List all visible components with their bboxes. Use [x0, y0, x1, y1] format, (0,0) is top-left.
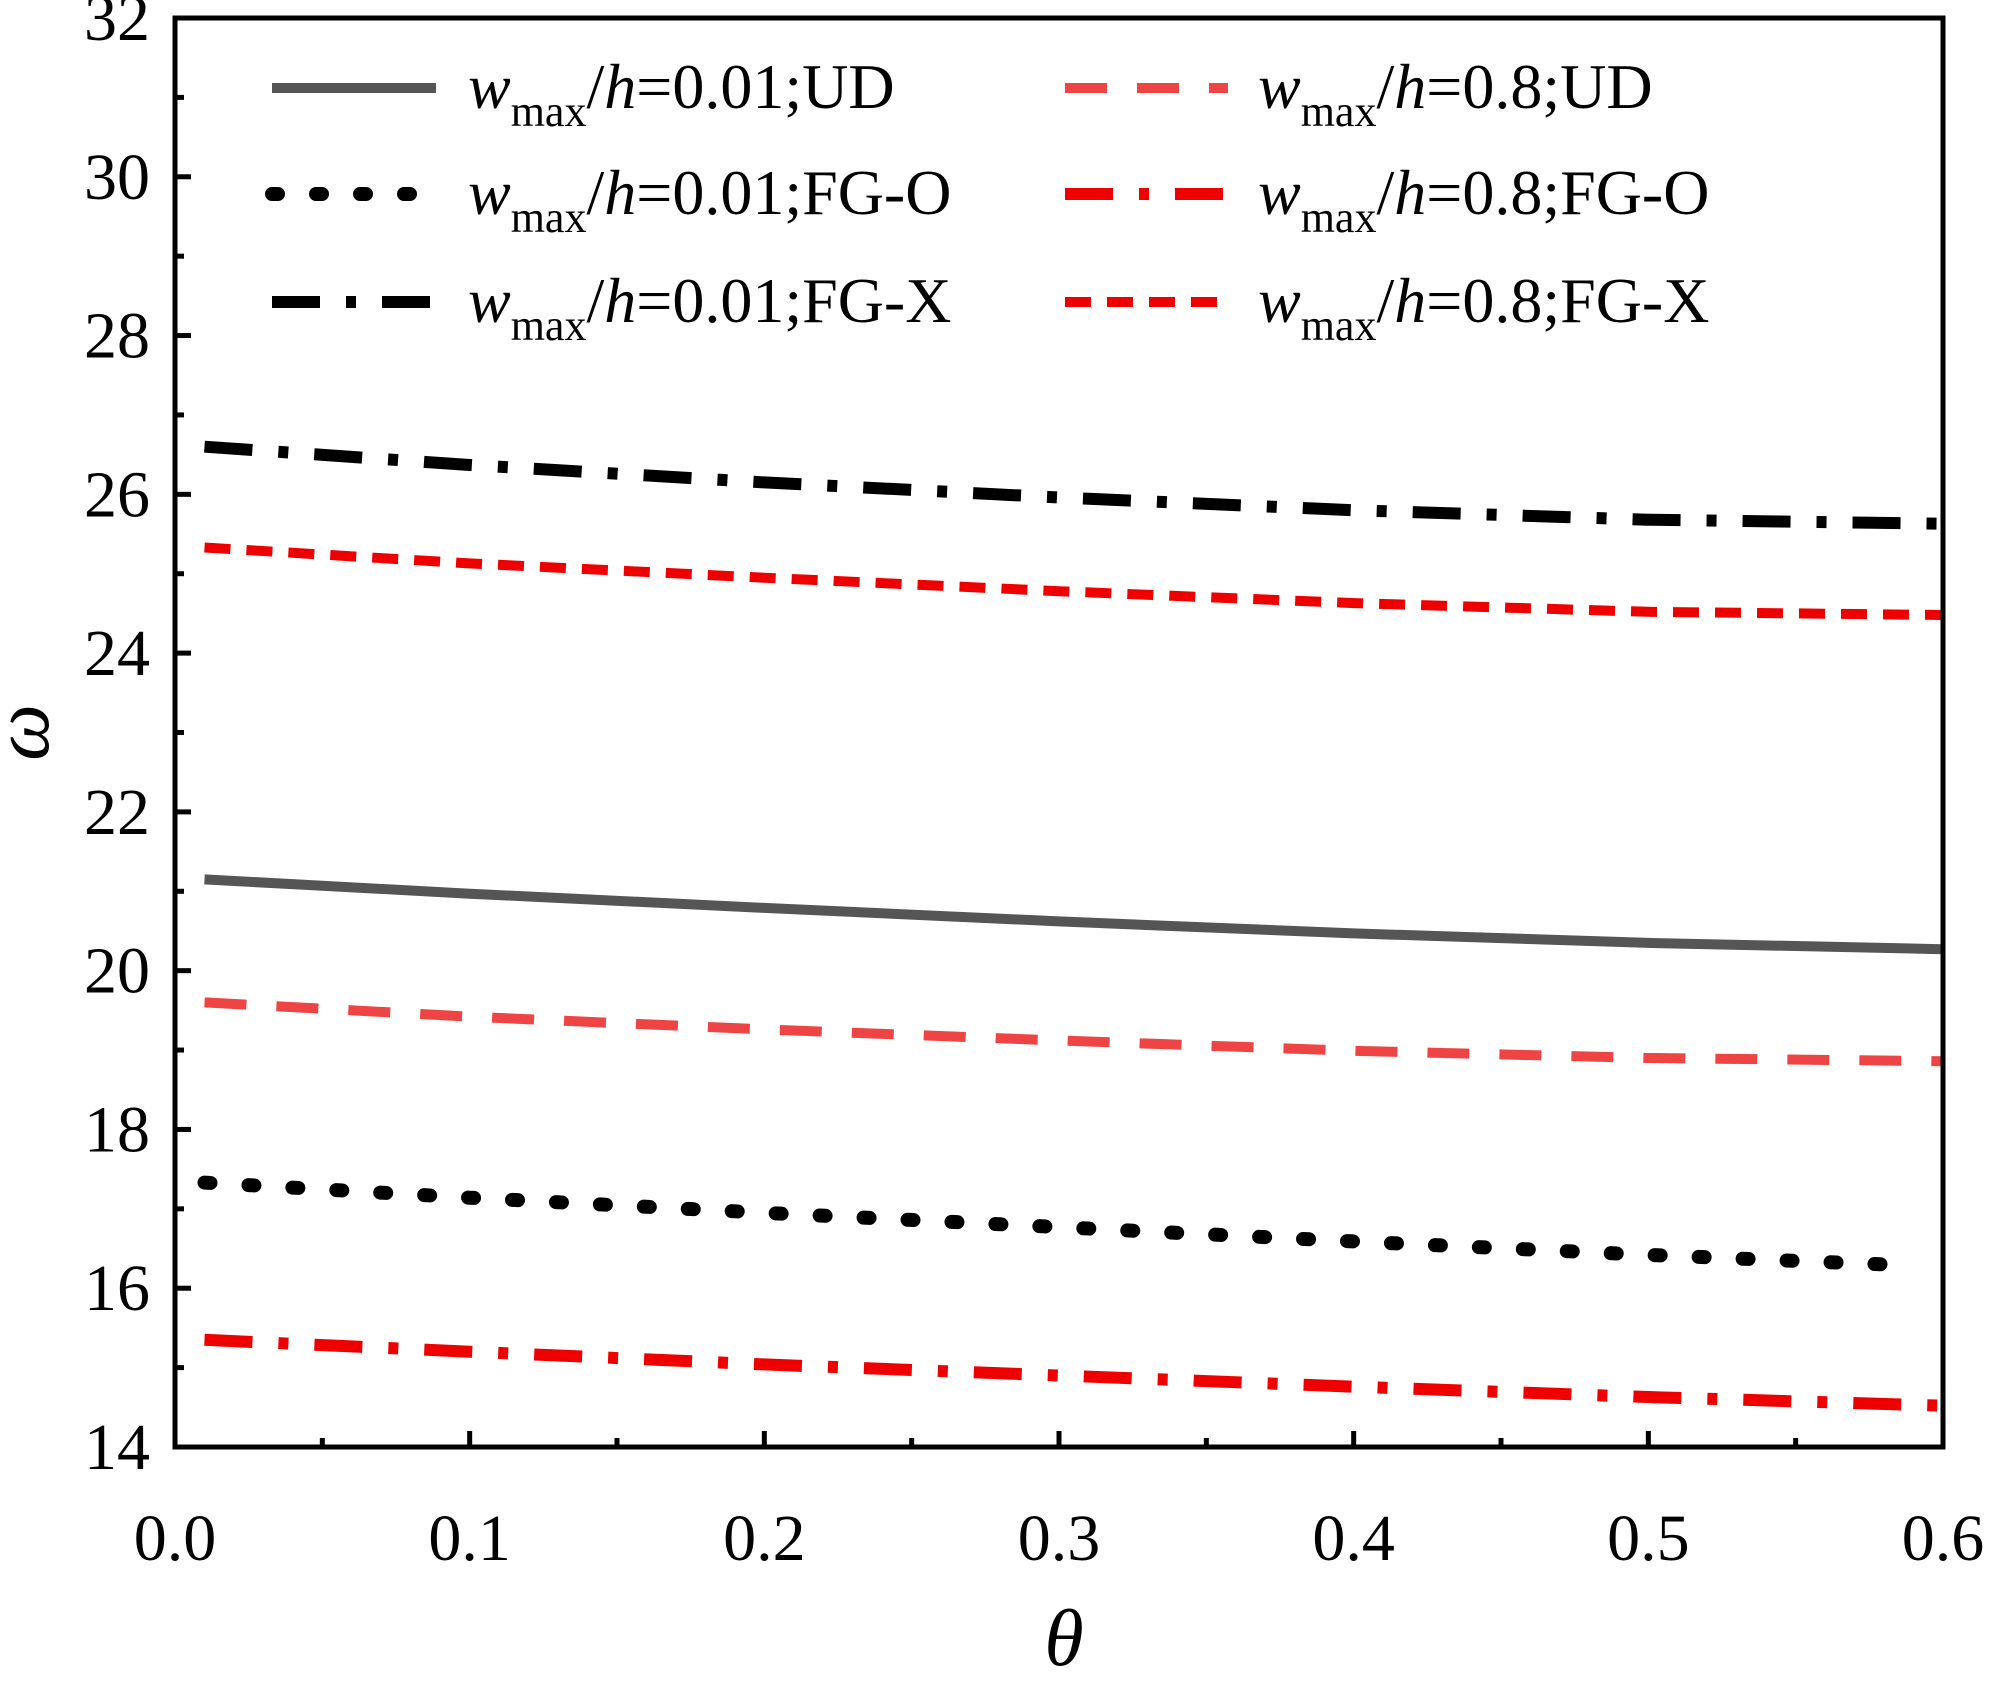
legend-label-2: wmax/h=0.01;FG-O [468, 157, 951, 242]
legend-label-1: wmax/h=0.01;UD [468, 51, 895, 136]
x-axis-label: θ [1044, 1595, 1083, 1678]
series-line-6 [204, 542, 1944, 620]
y-tick-label: 26 [84, 458, 150, 531]
y-tick-label: 20 [84, 935, 150, 1008]
series-line-3 [204, 440, 1944, 530]
y-tick-label: 18 [84, 1093, 150, 1166]
x-tick-label: 0.3 [1018, 1502, 1101, 1575]
y-tick-label: 16 [84, 1252, 150, 1325]
series-line-5 [204, 1333, 1944, 1412]
x-tick-label: 0.5 [1607, 1502, 1690, 1575]
series-layer [197, 440, 1944, 1412]
legend: wmax/h=0.01;UD wmax/h=0.01;FG-O wmax/h=0.0… [265, 51, 1709, 350]
legend-label-6: wmax/h=0.8;FG-X [1258, 265, 1709, 350]
y-axis-label: ω [0, 704, 66, 760]
y-tick-label: 22 [84, 776, 150, 849]
series-line-4 [204, 997, 1944, 1067]
y-tick-label: 30 [84, 141, 150, 214]
y-tick-label: 14 [84, 1411, 150, 1484]
y-tick-label: 28 [84, 300, 150, 373]
legend-label-3: wmax/h=0.01;FG-X [468, 265, 951, 350]
x-tick-label: 0.1 [428, 1502, 511, 1575]
x-tick-label: 0.0 [134, 1502, 217, 1575]
legend-label-4: wmax/h=0.8;UD [1258, 51, 1653, 136]
x-tick-label: 0.4 [1312, 1502, 1395, 1575]
legend-label-5: wmax/h=0.8;FG-O [1258, 157, 1709, 242]
x-tick-label: 0.2 [723, 1502, 806, 1575]
series-line-2 [197, 1175, 1892, 1272]
y-tick-label: 24 [84, 617, 150, 690]
x-tick-label: 0.6 [1902, 1502, 1985, 1575]
y-tick-label: 32 [84, 0, 150, 55]
series-line-1 [204, 874, 1944, 955]
